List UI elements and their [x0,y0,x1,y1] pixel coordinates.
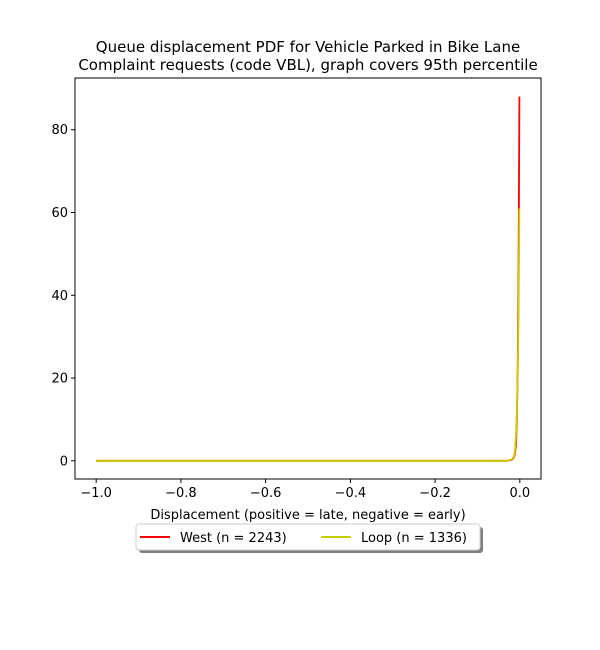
legend-box [135,523,481,551]
y-axis-ticks: 0 20 40 60 80 [51,123,75,469]
x-tick-label: 0.0 [509,486,530,501]
chart-title-line-2: Complaint requests (code VBL), graph cov… [78,56,537,74]
x-axis-label: Displacement (positive = late, negative … [150,508,465,523]
x-axis-ticks: −1.0 −0.8 −0.6 −0.4 −0.2 0.0 [80,479,530,501]
x-tick-label: −0.8 [165,486,197,501]
series-layer [96,96,521,462]
y-tick-label: 0 [60,454,68,469]
y-tick-label: 80 [51,123,68,138]
x-tick-label: −0.2 [419,486,451,501]
legend-label-loop: Loop (n = 1336) [361,531,467,546]
series-line-loop [96,208,521,462]
legend: West (n = 2243) Loop (n = 1336) [135,523,483,553]
legend-label-west: West (n = 2243) [180,531,287,546]
x-tick-label: −0.6 [250,486,282,501]
chart-title-line-1: Queue displacement PDF for Vehicle Parke… [96,38,520,56]
y-tick-label: 40 [51,289,68,304]
y-tick-label: 60 [51,206,68,221]
x-tick-label: −0.4 [335,486,367,501]
x-tick-label: −1.0 [80,486,112,501]
y-tick-label: 20 [51,372,68,387]
plot-area [74,77,542,480]
series-line-west [96,96,521,462]
